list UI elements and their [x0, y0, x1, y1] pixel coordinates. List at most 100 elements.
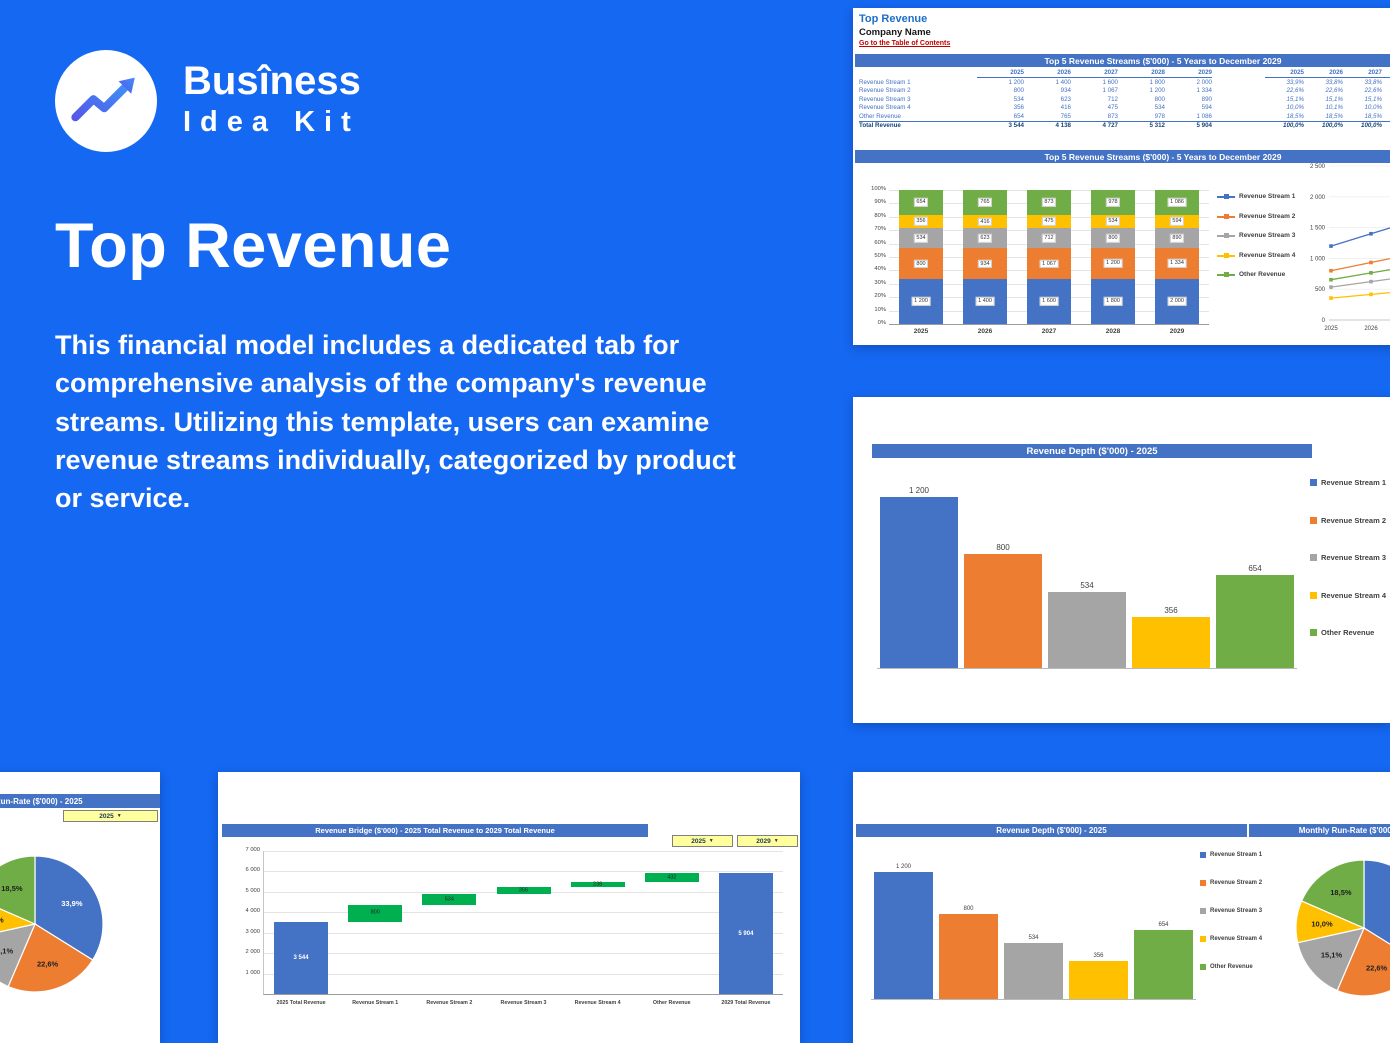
y-axis-label: 2 500: [1310, 164, 1326, 170]
waterfall-chart: 7 000 6 000 5 000 4 000 3 000 2 000 1 000 3 544…: [245, 847, 783, 1006]
legend-item: Revenue Stream 3: [1310, 554, 1386, 562]
bar-value-label: 1 200: [908, 486, 930, 495]
from-year-selector[interactable]: 2025 ▼: [672, 835, 733, 847]
cell-value: 873: [1107, 112, 1118, 120]
x-axis-label: 2026: [977, 327, 993, 335]
row-label: Revenue Stream 4: [859, 104, 911, 112]
cell-value: 712: [1107, 95, 1118, 103]
bar-value-label: 800: [1105, 234, 1121, 243]
y-axis-label: 100%: [871, 186, 886, 192]
x-axis-label: 2027: [1041, 327, 1057, 335]
chart-title-bar: Revenue Depth ($'000) - 2025: [856, 824, 1247, 837]
legend-label: Other Revenue: [1239, 271, 1286, 278]
toc-link[interactable]: Go to the Table of Contents: [859, 40, 951, 47]
bar-segment: 1 400: [963, 278, 1007, 324]
pie-slice: [7, 923, 94, 993]
cell-value: 3 544: [1008, 121, 1024, 129]
gridline: [264, 973, 783, 975]
cell-value: 4 727: [1102, 121, 1118, 129]
legend-marker: [1217, 233, 1235, 239]
bar-value-label: 432: [667, 874, 677, 881]
bar-value-label: 2 000: [1167, 297, 1187, 306]
legend-label: Other Revenue: [1321, 628, 1375, 637]
data-marker: [1369, 260, 1373, 265]
cell-percent: 22,6%: [1325, 87, 1343, 95]
year-header: 2029: [1165, 70, 1212, 78]
y-axis-label: 500: [1315, 287, 1326, 293]
data-marker: [1329, 285, 1333, 289]
chevron-down-icon: ▼: [773, 837, 779, 844]
cell-value: 5 312: [1149, 121, 1165, 129]
bar-segment: 1 600: [1027, 278, 1071, 324]
chart-legend: Revenue Stream 1 Revenue Stream 2 Revenue …: [1310, 479, 1386, 667]
brand-wordmark: Busîness Idea Kit: [183, 60, 361, 139]
cell-percent: 10,0%: [1364, 104, 1382, 112]
bar: [880, 497, 958, 668]
bar-value-label: 1 200: [911, 297, 931, 306]
bar-segment: 1 086: [1155, 190, 1199, 215]
pie-slice: [1363, 859, 1390, 945]
table-row: Revenue Stream 1 1 200 1 400 1 600 1 800 2 00…: [859, 79, 1390, 87]
pie-value-label: 22,6%: [37, 960, 59, 969]
page-description: This financial model includes a dedicate…: [55, 330, 736, 514]
bar: [1068, 961, 1129, 999]
cell-value: 1 334: [1196, 87, 1212, 95]
revenue-depth-chart: 1 200 800 534 356 654: [877, 483, 1297, 669]
to-year-selector[interactable]: 2029 ▼: [737, 835, 798, 847]
table-header-bar: Top 5 Revenue Streams ($'000) - 5 Years …: [855, 54, 1390, 67]
cell-value: 475: [1107, 104, 1118, 112]
run-rate-pie-chart: 33,9% 22,6% 15,1% 10,0% 18,5%: [0, 852, 107, 996]
cell-value: 1 200: [1008, 79, 1024, 87]
bar-value-label: 623: [977, 234, 993, 243]
data-marker: [1369, 292, 1373, 297]
bar-value-label: 765: [977, 198, 993, 207]
bar-segment: 1 334: [1155, 248, 1199, 279]
bar: [938, 914, 999, 999]
chevron-down-icon: ▼: [116, 812, 122, 819]
cell-value: 416: [1060, 104, 1071, 112]
bar-value-label: 654: [1248, 563, 1262, 573]
bar-segment: 623: [963, 228, 1007, 249]
bar-value-label: 356: [518, 886, 529, 893]
legend-label: Revenue Stream 1: [1210, 852, 1263, 858]
selector-value: 2025: [691, 837, 706, 845]
legend-marker: [1310, 554, 1317, 562]
cell-percent: 18,5%: [1364, 112, 1382, 120]
legend-item: Revenue Stream 4: [1310, 591, 1386, 600]
year-selector[interactable]: 2025 ▼: [63, 810, 158, 822]
y-axis-label: 90%: [874, 199, 886, 206]
y-axis-label: 40%: [874, 266, 886, 273]
y-axis-label: 3 000: [245, 928, 260, 935]
legend-item: Other Revenue: [1217, 271, 1295, 279]
y-axis-label: 7 000: [245, 847, 260, 853]
bar: [1003, 942, 1064, 999]
year-header: 2026: [1024, 70, 1071, 78]
cell-percent: 15,1%: [1325, 95, 1343, 103]
x-axis-label: 2029: [1169, 327, 1185, 335]
bar-segment: 934: [963, 248, 1007, 279]
year-header: 2028: [1382, 70, 1390, 78]
data-marker: [1329, 244, 1333, 248]
legend-label: Revenue Stream 1: [1239, 193, 1296, 200]
bar: 432: [644, 873, 699, 883]
legend-label: Revenue Stream 2: [1321, 515, 1387, 525]
gridline: [264, 871, 783, 873]
data-marker: [1369, 231, 1373, 236]
bar-value-label: 475: [1041, 217, 1057, 226]
gridline: [264, 932, 783, 934]
legend-marker: [1310, 629, 1317, 637]
bar: [1048, 591, 1126, 668]
bar: 5 904: [718, 873, 773, 994]
x-axis-label: 2028: [1105, 327, 1121, 335]
line-series: [1330, 257, 1390, 272]
bar-value-label: 356: [913, 217, 929, 226]
x-axis-label: 2025 Total Revenue: [276, 999, 326, 1006]
trend-arrow-icon: [71, 77, 135, 122]
chart-title-bar: Revenue Bridge ($'000) - 2025 Total Reve…: [222, 824, 648, 837]
bar-segment: 475: [1027, 214, 1071, 229]
chart-title-bar: Revenue Depth ($'000) - 2025: [872, 444, 1312, 458]
legend-item: Other Revenue: [1200, 964, 1262, 970]
bar-value-label: 654: [1158, 921, 1169, 928]
y-axis-label: 20%: [874, 293, 886, 300]
